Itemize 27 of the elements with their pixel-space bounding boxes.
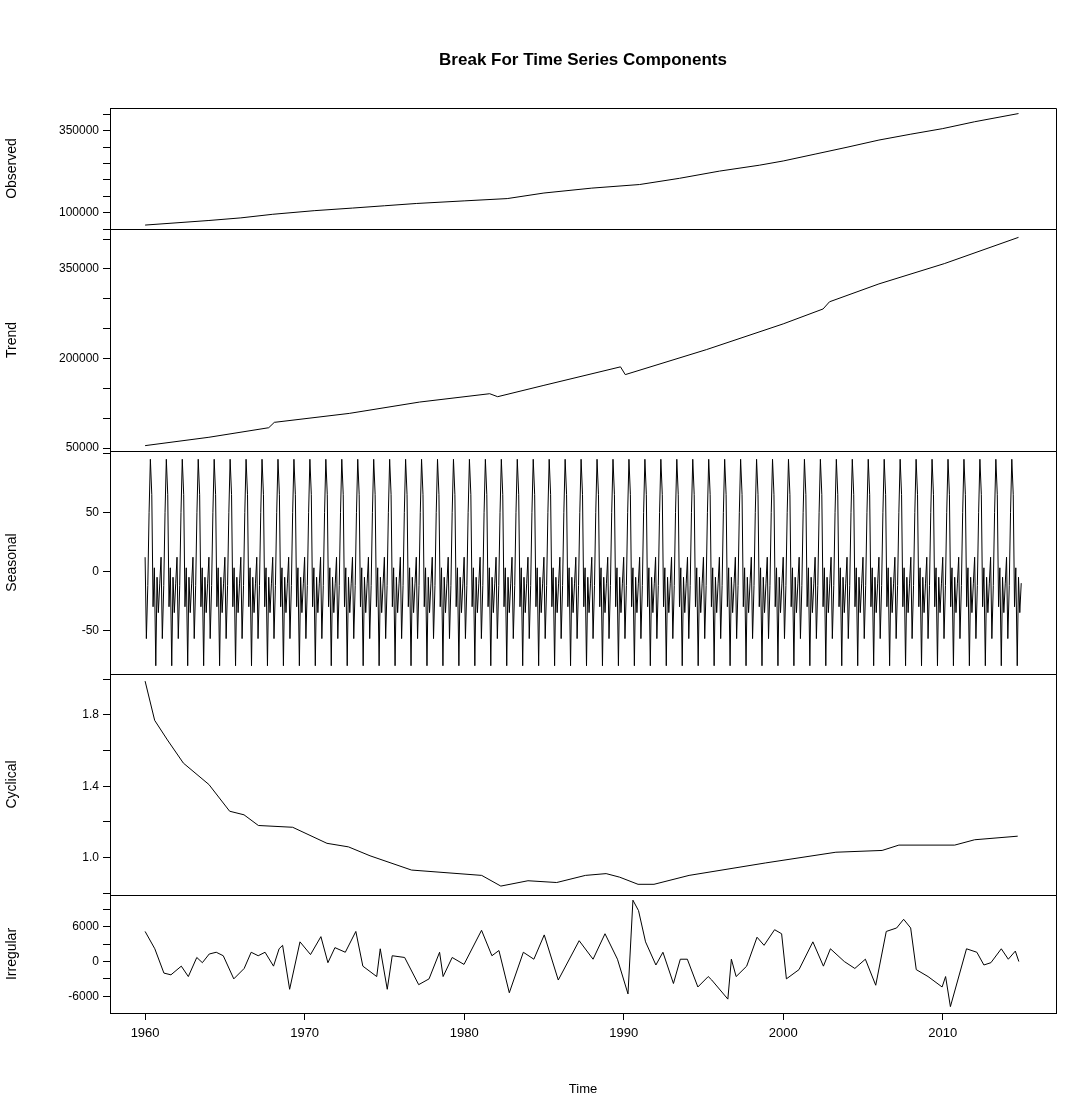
y-tick-label: 0 bbox=[92, 953, 100, 968]
chart-title: Break For Time Series Components bbox=[438, 50, 728, 70]
y-tick-label: 1.4 bbox=[82, 778, 100, 793]
x-tick-label: 2000 bbox=[768, 1025, 798, 1041]
y-tick-label: -50 bbox=[81, 622, 100, 637]
y-axis-title: Observed bbox=[3, 138, 20, 199]
y-tick-label: 200000 bbox=[58, 350, 100, 365]
y-tick-label: 100000 bbox=[58, 204, 100, 219]
x-tick-label: 1970 bbox=[290, 1025, 320, 1041]
x-tick-label: 1960 bbox=[130, 1025, 160, 1041]
y-tick-label: 6000 bbox=[72, 919, 100, 934]
x-tick-label: 1980 bbox=[449, 1025, 479, 1041]
x-axis-title: Time bbox=[568, 1080, 598, 1096]
y-tick-label: 350000 bbox=[58, 261, 100, 276]
y-tick-label: 50 bbox=[85, 504, 100, 519]
y-axis-title: Seasonal bbox=[3, 533, 20, 592]
y-axis-title: Irregular bbox=[3, 927, 20, 981]
y-tick-label: 1.0 bbox=[82, 849, 100, 864]
y-tick-label: 0 bbox=[92, 563, 100, 578]
x-tick-label: 1990 bbox=[609, 1025, 639, 1041]
y-axis-title: Cyclical bbox=[3, 760, 20, 809]
y-tick-label: 1.8 bbox=[82, 707, 100, 722]
y-axis-title: Trend bbox=[3, 321, 20, 359]
y-tick-label: 350000 bbox=[58, 123, 100, 138]
y-tick-label: 50000 bbox=[65, 440, 100, 455]
y-tick-label: -6000 bbox=[68, 988, 100, 1003]
x-tick-label: 2010 bbox=[928, 1025, 958, 1041]
